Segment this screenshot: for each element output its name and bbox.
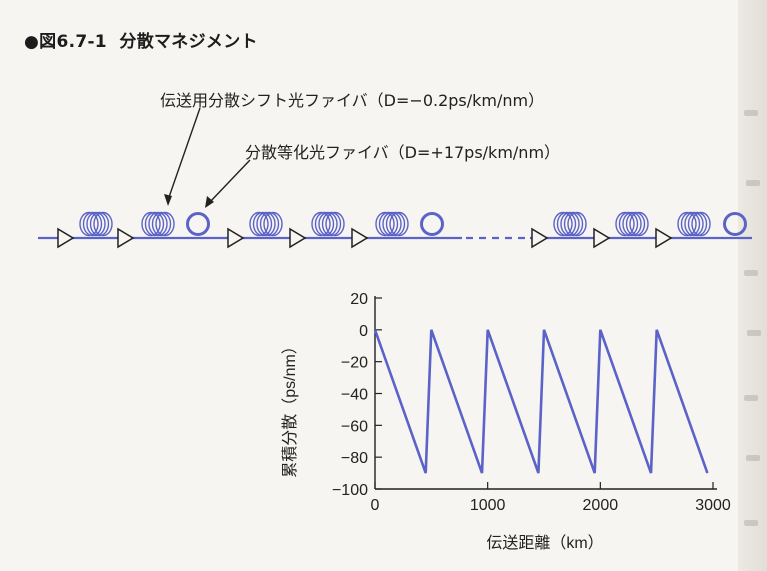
y-tick-label: 0 [359, 323, 368, 340]
x-tick-label: 1000 [470, 497, 506, 514]
figure-number: 図6.7-1 [39, 32, 107, 52]
amplifier-icon [351, 227, 369, 249]
y-tick-label: −60 [341, 418, 368, 435]
compensating-fiber-ring-icon [420, 212, 444, 236]
chart-ticks: 200−20−40−60−80−1000 1000 2000 3000 [332, 291, 731, 514]
amplifier-icon [227, 227, 245, 249]
transmission-fiber-coil-icon [249, 211, 283, 237]
compensating-fiber-ring-icon [186, 212, 210, 236]
amplifier-icon [655, 227, 673, 249]
figure-title: ●図6.7-1 分散マネジメント [24, 27, 258, 52]
transmission-fiber-coil-icon [141, 211, 175, 237]
compensating-fiber-pointer [208, 159, 251, 204]
amplifier-icon [531, 227, 549, 249]
figure-caption: 分散マネジメント [119, 32, 258, 52]
arrowhead-icon [164, 194, 172, 206]
compensating-fiber-ring-icon [723, 212, 747, 236]
compensating-fiber-label: 分散等化光ファイバ（D=+17ps/km/nm） [245, 143, 561, 162]
amplifier-icon [117, 227, 135, 249]
transmission-fiber-label: 伝送用分散シフト光ファイバ（D=−0.2ps/km/nm） [160, 91, 545, 110]
page-edge [738, 0, 767, 571]
y-axis-label: 累積分散（ps/nm） [281, 338, 299, 478]
y-tick-label: −20 [341, 355, 368, 372]
x-tick-label: 0 [371, 497, 380, 514]
arrowhead-icon [205, 196, 214, 208]
transmission-fiber-coil-icon [677, 211, 711, 237]
x-tick-label: 3000 [695, 497, 731, 514]
fiber-chain [38, 211, 752, 249]
y-tick-label: −40 [341, 387, 368, 404]
chart-series [373, 329, 709, 474]
transmission-fiber-coil-icon [553, 211, 587, 237]
transmission-fiber-coil-icon [311, 211, 345, 237]
bullet-icon: ● [24, 32, 40, 52]
transmission-fiber-pointer [167, 107, 201, 201]
y-tick-label: 20 [350, 291, 368, 308]
x-axis-label: 伝送距離（km） [486, 534, 603, 552]
transmission-fiber-coil-icon [615, 211, 649, 237]
amplifier-icon [593, 227, 611, 249]
amplifier-icon [57, 227, 75, 249]
y-tick-label: −100 [332, 482, 368, 499]
amplifier-icon [289, 227, 307, 249]
transmission-fiber-coil-icon [79, 211, 113, 237]
transmission-fiber-coil-icon [375, 211, 409, 237]
dispersion-series-line [373, 329, 709, 474]
x-tick-label: 2000 [583, 497, 619, 514]
y-tick-label: −80 [341, 450, 368, 467]
